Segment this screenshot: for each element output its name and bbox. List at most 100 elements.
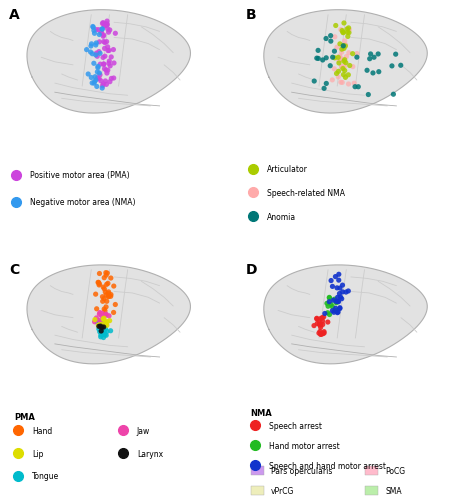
Point xyxy=(338,28,346,36)
Point xyxy=(100,331,108,339)
Point xyxy=(342,43,349,51)
Point xyxy=(335,277,343,285)
Point xyxy=(337,27,345,35)
Point xyxy=(89,51,96,59)
Text: Positive motor area (PMA): Positive motor area (PMA) xyxy=(30,171,129,180)
Point xyxy=(339,282,346,290)
Point xyxy=(341,67,348,75)
Point xyxy=(326,294,333,302)
Polygon shape xyxy=(264,11,427,114)
Point xyxy=(100,328,108,336)
Point xyxy=(100,329,107,337)
Point xyxy=(342,74,349,82)
Text: Jaw: Jaw xyxy=(137,426,150,435)
Point xyxy=(92,77,100,85)
Point xyxy=(95,279,102,287)
Point xyxy=(97,331,105,339)
Point xyxy=(313,320,321,328)
Point xyxy=(319,321,327,329)
Point xyxy=(324,319,332,327)
Point xyxy=(91,30,98,38)
Point xyxy=(366,56,374,64)
Point xyxy=(335,68,342,76)
Point xyxy=(340,45,348,53)
Point xyxy=(107,293,115,301)
Point xyxy=(101,289,109,297)
Point xyxy=(339,289,346,297)
Point xyxy=(337,294,344,302)
Polygon shape xyxy=(353,272,371,301)
Point xyxy=(101,311,109,319)
Point xyxy=(103,18,111,26)
Point xyxy=(93,305,100,313)
Point xyxy=(98,327,105,335)
Point xyxy=(320,313,328,321)
Point xyxy=(339,43,347,51)
Point xyxy=(339,30,347,38)
Point xyxy=(93,319,101,327)
Point xyxy=(102,67,110,75)
Text: Lip: Lip xyxy=(32,449,44,458)
Point xyxy=(333,44,341,52)
Point xyxy=(316,328,324,336)
Point xyxy=(332,23,339,31)
Text: A: A xyxy=(9,8,20,22)
Point xyxy=(320,85,328,93)
Point xyxy=(106,317,113,325)
Point xyxy=(392,51,400,59)
Point xyxy=(106,58,113,66)
Point xyxy=(341,38,348,46)
Point xyxy=(104,44,111,52)
Point xyxy=(98,324,106,332)
Point xyxy=(327,63,334,71)
Point xyxy=(105,29,112,37)
Point xyxy=(95,323,103,331)
Point xyxy=(100,33,107,41)
Point xyxy=(100,334,107,342)
Text: Negative motor area (NMA): Negative motor area (NMA) xyxy=(30,198,135,207)
Point xyxy=(103,281,110,289)
Point xyxy=(97,323,104,331)
Point xyxy=(92,52,100,60)
Point xyxy=(93,83,100,91)
Point xyxy=(332,273,339,281)
Point xyxy=(318,331,325,339)
Point xyxy=(100,306,108,314)
Point xyxy=(97,320,105,328)
Point xyxy=(317,315,325,323)
Point xyxy=(328,301,335,309)
Polygon shape xyxy=(27,11,191,114)
Text: SMA: SMA xyxy=(385,486,401,495)
Point xyxy=(94,63,102,71)
Point xyxy=(102,332,110,340)
Point xyxy=(353,54,361,62)
Point xyxy=(95,322,102,330)
Point xyxy=(370,54,378,62)
Text: vPrCG: vPrCG xyxy=(271,486,294,495)
Point xyxy=(103,328,111,336)
Point xyxy=(96,311,103,319)
Text: C: C xyxy=(9,263,19,277)
Point xyxy=(336,304,344,312)
Point xyxy=(345,30,353,38)
Point xyxy=(100,315,108,323)
Point xyxy=(355,84,362,92)
Point xyxy=(322,80,330,88)
Point xyxy=(397,62,404,70)
Point xyxy=(317,331,324,339)
Point xyxy=(345,72,352,80)
Point xyxy=(89,24,97,32)
Point xyxy=(97,319,105,327)
Point xyxy=(337,79,345,87)
Point xyxy=(319,318,327,326)
Point xyxy=(99,26,106,34)
Point xyxy=(101,23,109,31)
Point xyxy=(316,321,323,329)
Bar xyxy=(365,466,378,475)
Point xyxy=(90,80,98,88)
Point xyxy=(322,55,330,63)
Point xyxy=(328,77,336,85)
Point xyxy=(322,36,330,44)
Point xyxy=(99,54,107,62)
Point xyxy=(363,67,371,75)
